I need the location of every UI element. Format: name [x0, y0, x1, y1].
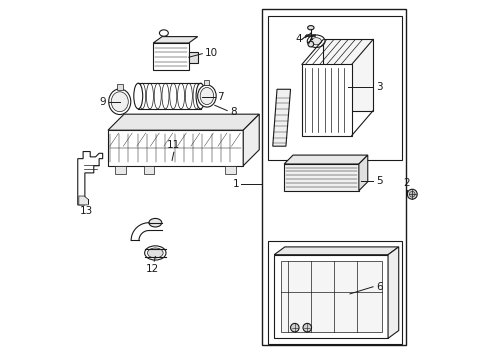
Text: 8: 8	[230, 107, 237, 117]
Bar	[262, 9, 406, 346]
Circle shape	[291, 323, 299, 332]
Bar	[204, 80, 209, 85]
Text: 2: 2	[404, 178, 410, 188]
Polygon shape	[108, 114, 259, 130]
Text: 12: 12	[146, 264, 159, 274]
Polygon shape	[284, 155, 368, 164]
Bar	[323, 40, 373, 111]
Text: 9: 9	[99, 97, 105, 107]
Ellipse shape	[311, 38, 321, 45]
Text: 10: 10	[205, 48, 218, 58]
Circle shape	[407, 189, 417, 199]
Ellipse shape	[197, 85, 216, 107]
Polygon shape	[274, 247, 399, 255]
Bar	[274, 255, 388, 338]
Ellipse shape	[159, 30, 169, 36]
Circle shape	[308, 41, 314, 47]
Bar	[189, 52, 197, 63]
Text: 1: 1	[232, 179, 239, 189]
Bar	[302, 64, 352, 135]
Ellipse shape	[134, 83, 143, 109]
Text: 7: 7	[217, 92, 224, 102]
Text: 13: 13	[80, 206, 93, 216]
Ellipse shape	[111, 92, 128, 112]
Bar	[153, 43, 189, 70]
Circle shape	[409, 192, 415, 197]
Bar	[108, 130, 243, 166]
Text: 11: 11	[167, 140, 180, 150]
Text: 3: 3	[376, 82, 383, 93]
Ellipse shape	[147, 248, 163, 258]
Ellipse shape	[149, 219, 162, 227]
Text: 6: 6	[376, 282, 383, 292]
Bar	[281, 261, 382, 332]
Bar	[115, 166, 126, 174]
Circle shape	[303, 323, 312, 332]
Ellipse shape	[109, 89, 131, 114]
Ellipse shape	[145, 246, 166, 260]
Ellipse shape	[196, 83, 205, 109]
Text: 5: 5	[376, 176, 383, 186]
Bar	[284, 164, 359, 191]
Polygon shape	[388, 247, 399, 338]
Polygon shape	[359, 155, 368, 191]
Polygon shape	[79, 196, 88, 205]
Polygon shape	[78, 152, 103, 205]
Bar	[268, 241, 402, 345]
Ellipse shape	[200, 87, 214, 104]
Ellipse shape	[307, 35, 325, 48]
Ellipse shape	[308, 26, 314, 30]
Polygon shape	[243, 114, 259, 166]
Bar	[144, 166, 154, 174]
Bar	[117, 84, 122, 90]
Polygon shape	[153, 37, 197, 43]
Text: 4: 4	[295, 35, 302, 44]
Polygon shape	[273, 89, 291, 146]
Bar	[225, 166, 236, 174]
Bar	[268, 16, 402, 161]
